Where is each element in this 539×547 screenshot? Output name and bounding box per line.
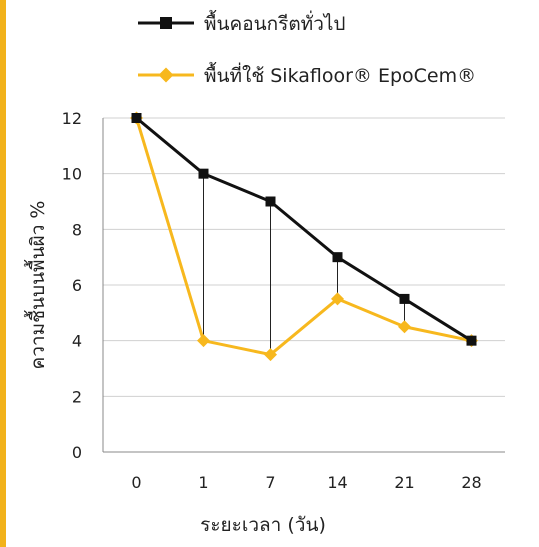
y-tick-label: 12 <box>62 109 82 128</box>
y-tick-label: 4 <box>72 332 82 351</box>
series-epocem-point <box>197 334 210 348</box>
series-epocem-point <box>331 292 344 306</box>
legend-diamond-marker <box>158 67 174 83</box>
series-general-point <box>466 335 477 346</box>
y-tick-label: 0 <box>72 443 82 462</box>
series-general-point <box>265 196 276 207</box>
legend-label-general: พื้นคอนกรีตทั่วไป <box>204 10 345 35</box>
series-epocem-point <box>398 320 411 334</box>
y-tick-label: 2 <box>72 387 82 406</box>
series-general-line <box>135 116 473 342</box>
x-tick-label: 0 <box>131 473 141 492</box>
y-tick-label: 8 <box>72 220 82 239</box>
series-general-point <box>332 252 343 263</box>
y-tick-label: 6 <box>72 276 82 295</box>
series-general-point <box>131 113 142 123</box>
series-general-point <box>399 293 410 304</box>
y-tick-label: 10 <box>62 165 82 184</box>
accent-bar <box>0 0 6 547</box>
series-epocem-line <box>135 117 472 357</box>
y-axis-title: ความชื้นบนพื้นผิว % <box>24 201 49 370</box>
drop-lines <box>203 173 405 355</box>
series-epocem-point <box>264 348 277 362</box>
axes <box>102 118 505 453</box>
y-tick-labels: 0 2 4 6 8 10 12 <box>62 109 82 462</box>
x-tick-labels: 0 1 7 14 21 28 <box>131 473 481 492</box>
x-axis-title: ระยะเวลา (วัน) <box>200 514 326 536</box>
gridlines <box>103 117 505 397</box>
legend-label-epocem: พื้นที่ใช้ Sikafloor® EpoCem® <box>204 62 476 87</box>
series <box>130 111 478 362</box>
x-tick-label: 7 <box>265 473 275 492</box>
series-general-point <box>198 168 209 179</box>
x-tick-label: 14 <box>327 473 347 492</box>
legend-square-marker <box>160 17 172 29</box>
x-tick-label: 1 <box>198 473 208 492</box>
x-tick-label: 28 <box>461 473 481 492</box>
x-tick-label: 21 <box>394 473 414 492</box>
